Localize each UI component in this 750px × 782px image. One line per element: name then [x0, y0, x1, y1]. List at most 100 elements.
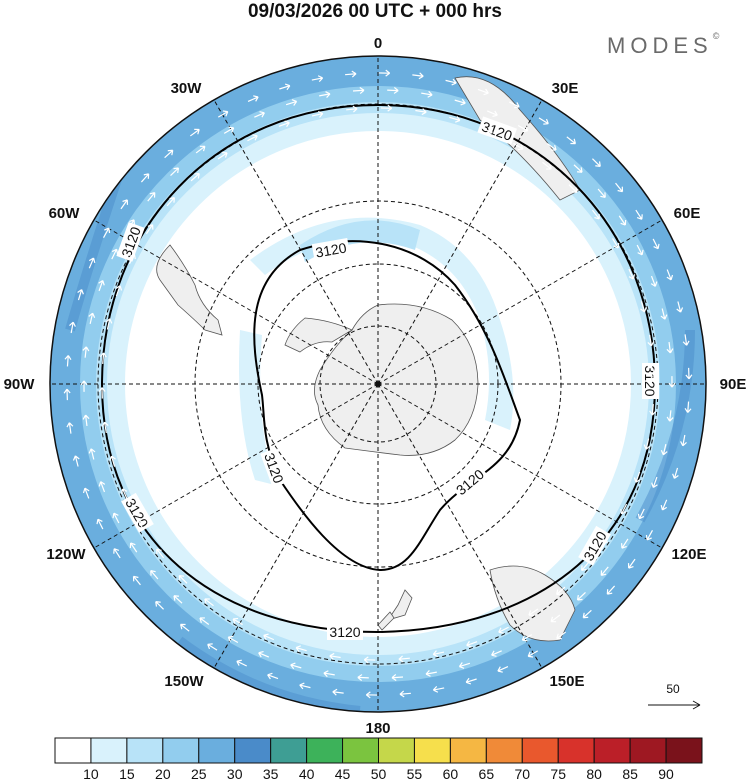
wind-arrow: [63, 388, 71, 401]
wind-arrow: [345, 70, 357, 78]
wind-arrow: [521, 634, 533, 642]
wind-arrow: [612, 238, 620, 249]
colorbar-label: 85: [622, 766, 638, 782]
contour-label: 3120: [311, 238, 351, 262]
lon-label-60e: 60E: [674, 205, 701, 222]
wind-arrow: [620, 503, 628, 515]
wind-arrow: [445, 78, 457, 86]
wind-arrow: [195, 145, 206, 154]
colorbar-label: 35: [263, 766, 279, 782]
colorbar-swatch: [270, 737, 308, 764]
wind-arrow: [666, 341, 674, 354]
contour-label-bg: [121, 492, 154, 533]
colorbar-swatch: [485, 737, 523, 764]
wind-arrow: [649, 404, 657, 416]
wind-arrow: [491, 650, 502, 657]
colorbar-labels: 10 15 20 25 30 35 40 45 50 55 60 65 70 75 80 85 90: [83, 766, 674, 782]
wind-arrow: [618, 215, 627, 226]
colorbar-swatch: [557, 737, 595, 764]
wind-arrow: [682, 334, 690, 346]
wind-arrow: [652, 238, 660, 250]
wind-arrow: [120, 488, 128, 500]
wind-arrow: [640, 301, 647, 313]
wind-arrow: [399, 690, 411, 698]
wind-arrow: [247, 134, 258, 142]
colorbar-label: 25: [191, 766, 207, 782]
wind-arrow: [105, 318, 113, 330]
colorbar-label: 10: [83, 766, 99, 782]
wind-arrow: [285, 99, 298, 106]
meridian-line: [213, 99, 379, 385]
wind-arrow: [666, 410, 674, 422]
meridian-line: [377, 383, 543, 669]
wind-arrow: [602, 533, 611, 544]
colorbar-label: 40: [299, 766, 315, 782]
south-america: [156, 244, 223, 336]
wind-vectors: [63, 69, 693, 699]
wind-arrow: [666, 269, 674, 281]
wind-arrow: [82, 346, 90, 358]
colorbar-label: 65: [479, 766, 495, 782]
wind-arrow: [155, 601, 164, 610]
wind-arrow: [127, 219, 135, 230]
wind-arrow: [115, 285, 123, 297]
contour-label-bg: [311, 238, 351, 262]
wind-arrow: [164, 149, 174, 159]
wind-arrow: [597, 188, 606, 198]
wind-arrow: [651, 476, 658, 488]
wind-arrow: [615, 182, 624, 193]
wind-arrow: [556, 631, 567, 640]
wind-arrow: [109, 455, 116, 467]
wind-arrow: [600, 566, 609, 576]
wind-arrow: [643, 438, 651, 450]
wind-arrow: [190, 172, 200, 182]
wind-arrow: [311, 75, 324, 83]
wind-arrow: [150, 570, 159, 580]
wind-arrow: [527, 650, 539, 658]
wind-arrow: [217, 110, 229, 118]
wind-arrow: [88, 312, 96, 325]
colorbar-label: 50: [371, 766, 387, 782]
wind-arrow: [432, 650, 445, 658]
wind-arrow: [550, 614, 561, 623]
wind-arrow: [99, 352, 107, 364]
wind-arrow: [660, 443, 668, 456]
wind-arrow: [581, 561, 590, 571]
contour-label-text: 3120: [314, 239, 348, 260]
contour-label-bg: [116, 222, 145, 262]
lon-label-0: 0: [374, 35, 382, 52]
wind-arrow: [88, 448, 96, 460]
wind-arrow: [258, 650, 270, 658]
antarctic-peninsula: [284, 317, 353, 353]
colorbar-label: 80: [586, 766, 602, 782]
colorbar-swatch: [593, 737, 631, 764]
meridian-line: [377, 219, 663, 385]
wind-arrow: [528, 608, 539, 616]
wind-arrow: [207, 643, 218, 651]
wind-arrow: [508, 101, 520, 109]
colorbar-label: 75: [550, 766, 566, 782]
contour-label: 3120: [642, 363, 659, 399]
lon-label-30w: 30W: [171, 80, 203, 97]
wind-arrow: [465, 677, 477, 685]
wind-arrow: [668, 376, 676, 388]
colorbar-label: 15: [119, 766, 135, 782]
wind-arrow: [380, 104, 393, 112]
wind-arrow: [140, 173, 150, 183]
wind-arrow: [685, 367, 693, 380]
wind-arrow: [223, 126, 235, 134]
wind-arrow: [96, 518, 104, 530]
wind-arrow: [352, 87, 365, 94]
wind-arrow: [645, 530, 654, 541]
new-zealand: [387, 589, 413, 621]
wind-arrow: [173, 595, 183, 604]
lon-label-90e: 90E: [720, 376, 747, 393]
meridian-lines: [50, 56, 706, 712]
wind-arrow: [72, 455, 80, 467]
wind-arrow: [449, 116, 461, 123]
wind-arrow: [166, 197, 175, 207]
wind-arrow: [299, 682, 311, 690]
wind-arrow: [637, 508, 645, 520]
colorbar-swatch: [521, 737, 559, 764]
wind-arrow: [88, 257, 96, 269]
